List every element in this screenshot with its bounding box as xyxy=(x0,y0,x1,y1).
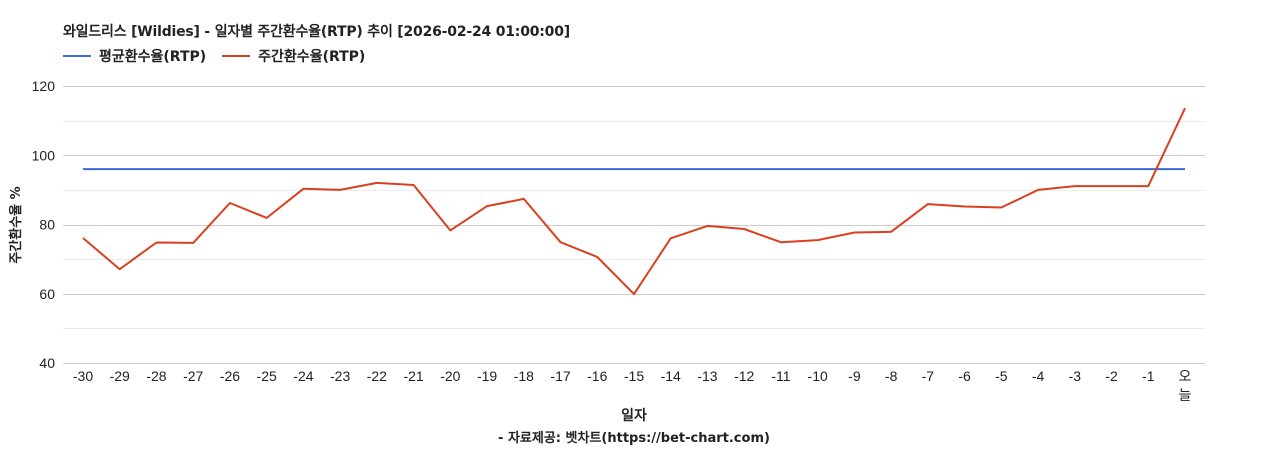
x-tick-label: -10 xyxy=(808,368,828,384)
legend-line-icon xyxy=(222,55,251,57)
x-tick-label: -20 xyxy=(440,368,460,384)
x-tick-label: -1 xyxy=(1142,368,1155,384)
y-axis-title: 주간환수율 % xyxy=(8,186,24,263)
x-tick-label: -18 xyxy=(514,368,534,384)
legend-line-icon xyxy=(63,55,91,57)
y-tick-label: 120 xyxy=(32,78,56,94)
y-tick-label: 40 xyxy=(39,355,55,371)
x-tick-label: -4 xyxy=(1032,368,1045,384)
x-tick-label: 늘 xyxy=(1179,387,1192,403)
x-tick-label: -25 xyxy=(257,368,277,384)
x-tick-label: -26 xyxy=(220,368,240,384)
x-tick-label: -19 xyxy=(477,368,497,384)
x-tick-label: -28 xyxy=(146,368,166,384)
x-tick-label: -17 xyxy=(550,368,570,384)
chart-title: 와일드리스 [Wildies] - 일자별 주간환수율(RTP) 추이 [202… xyxy=(63,24,570,40)
x-axis-ticks: -30 -29 -28 -27 -26 -25 -24 -23 -22 -21 -20 -19 -18-… xyxy=(73,368,1192,403)
weekly-rtp-line[interactable] xyxy=(82,107,1186,296)
x-tick-label: -11 xyxy=(771,368,790,384)
x-tick-label: -2 xyxy=(1105,368,1118,384)
data-source-credit: - 자료제공: 벳차트(https://bet-chart.com) xyxy=(498,431,770,446)
x-tick-label: -22 xyxy=(367,368,387,384)
x-tick-label: -12 xyxy=(734,368,754,384)
legend-label: 주간환수율(RTP) xyxy=(258,49,366,65)
x-tick-label: -27 xyxy=(183,368,203,384)
y-axis-ticks: 40 60 80 100 120 xyxy=(32,78,56,371)
x-tick-label: -9 xyxy=(848,368,861,384)
gridlines xyxy=(63,86,1205,364)
x-axis-title: 일자 xyxy=(621,408,647,424)
x-tick-label: -8 xyxy=(885,368,898,384)
chart-series xyxy=(82,107,1186,296)
x-tick-label: -6 xyxy=(958,368,971,384)
legend-item-average-rtp[interactable]: 평균환수율(RTP) xyxy=(63,46,206,66)
x-tick-label: -3 xyxy=(1069,368,1082,384)
chart-legend: 평균환수율(RTP) 주간환수율(RTP) xyxy=(63,46,381,66)
x-tick-label: -21 xyxy=(403,368,423,384)
x-tick-label: 오 xyxy=(1179,368,1192,384)
x-tick-label: -30 xyxy=(73,368,93,384)
x-tick-label: -13 xyxy=(697,368,717,384)
x-tick-label: -15 xyxy=(624,368,644,384)
x-tick-label: -14 xyxy=(661,368,681,384)
x-tick-label: -16 xyxy=(587,368,607,384)
y-tick-label: 100 xyxy=(32,147,56,163)
y-tick-label: 80 xyxy=(39,217,55,233)
legend-label: 평균환수율(RTP) xyxy=(99,49,207,65)
legend-item-weekly-rtp[interactable]: 주간환수율(RTP) xyxy=(222,46,365,66)
y-tick-label: 60 xyxy=(39,286,55,302)
x-tick-label: -29 xyxy=(110,368,130,384)
x-tick-label: -23 xyxy=(330,368,350,384)
x-tick-label: -7 xyxy=(922,368,935,384)
x-tick-label: -24 xyxy=(293,368,313,384)
x-tick-label: -5 xyxy=(995,368,1008,384)
